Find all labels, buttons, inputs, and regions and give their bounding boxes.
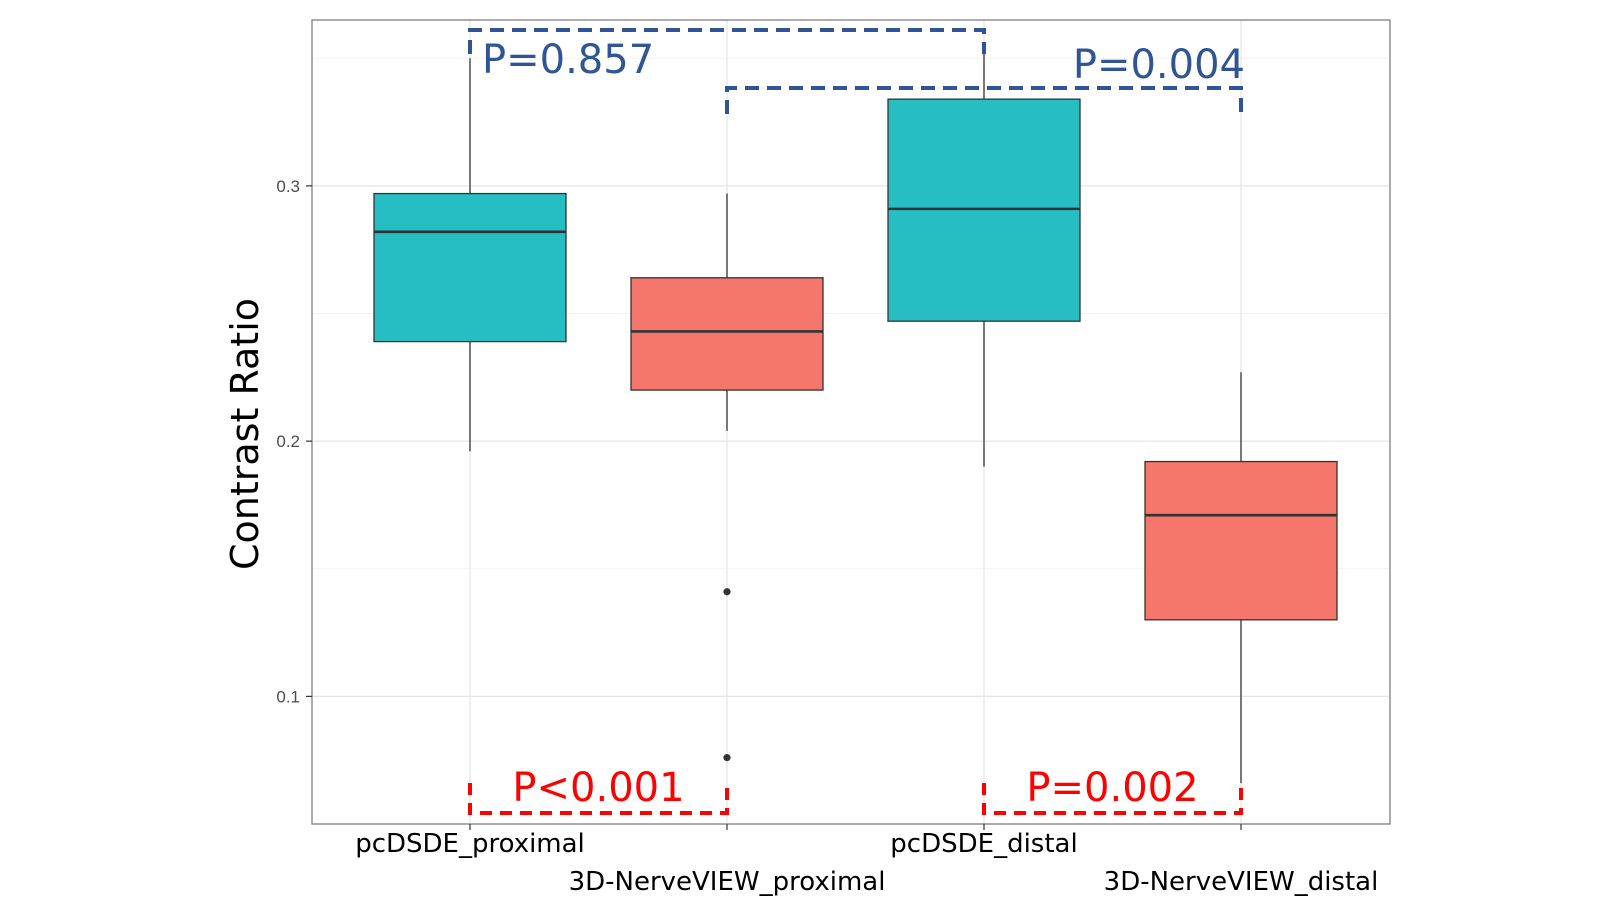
- p-value-label: P<0.001: [512, 765, 684, 811]
- x-tick-label: 3D-NerveVIEW_distal: [1104, 867, 1379, 897]
- p-value-label: P=0.857: [482, 37, 654, 83]
- box-layer: [373, 98, 1338, 762]
- x-tick-label: pcDSDE_proximal: [355, 829, 585, 859]
- outlier-point: [723, 588, 731, 596]
- y-tick-label: 0.1: [276, 687, 300, 706]
- p-value-label: P=0.004: [1073, 42, 1245, 88]
- p-value-label: P=0.002: [1026, 765, 1198, 811]
- x-tick-label: 3D-NerveVIEW_proximal: [569, 867, 886, 897]
- significance-bracket: [725, 86, 1243, 114]
- grid-layer: [312, 20, 1390, 825]
- significance-bracket: [468, 783, 729, 815]
- y-axis: 0.1 0.2 0.3: [276, 177, 312, 706]
- outlier-point: [723, 754, 731, 762]
- box-iqr: [1144, 460, 1338, 621]
- y-tick-label: 0.2: [276, 432, 300, 451]
- y-tick-label: 0.3: [276, 177, 300, 196]
- significance-bracket: [468, 28, 986, 54]
- whisker-layer: [469, 42, 1242, 784]
- significance-bracket: [982, 783, 1243, 815]
- box-iqr: [373, 192, 567, 343]
- box-iqr: [630, 277, 824, 391]
- y-axis-title: Contrast Ratio: [223, 298, 267, 570]
- plot-panel-border: [311, 19, 1391, 825]
- significance-annotations: P=0.857 P=0.004 P<0.001 P=0.002: [468, 28, 1245, 815]
- x-axis: pcDSDE_proximal 3D-NerveVIEW_proximalpcDS…: [355, 824, 1378, 897]
- x-tick-label: pcDSDE_distal: [890, 829, 1077, 859]
